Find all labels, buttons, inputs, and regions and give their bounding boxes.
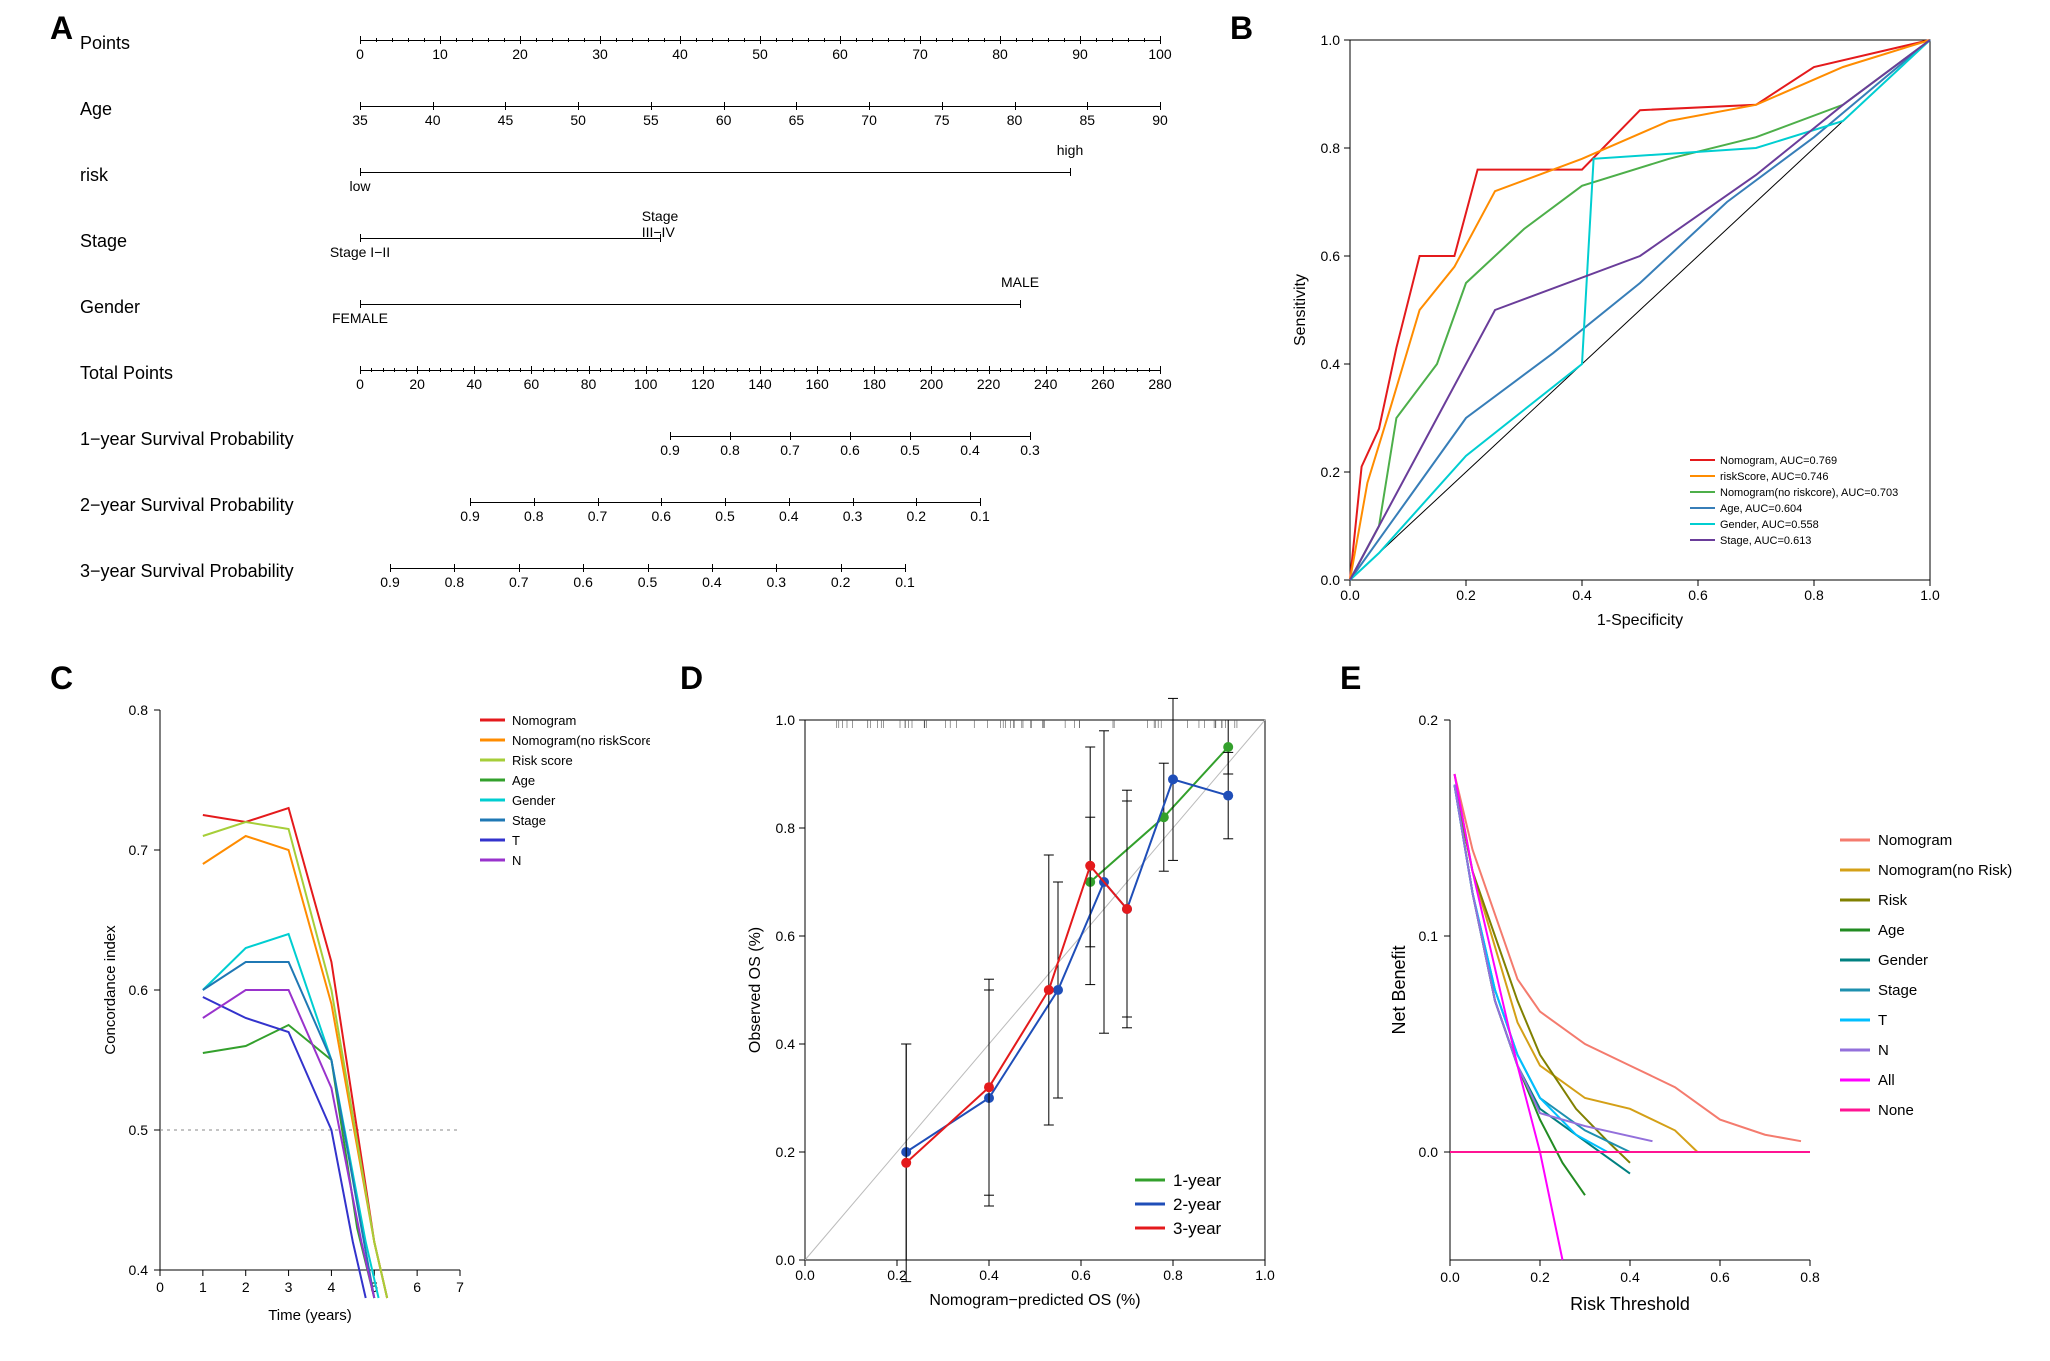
svg-text:0.6: 0.6 xyxy=(776,928,796,944)
svg-text:0.4: 0.4 xyxy=(1572,587,1592,603)
svg-text:0.1: 0.1 xyxy=(1419,928,1439,944)
svg-text:0.0: 0.0 xyxy=(795,1267,815,1283)
roc-chart: 0.0 0.2 0.4 0.6 0.8 1.0 0.0 0.2 0.4 0.6 0.8 1.0 1-Sp… xyxy=(1280,20,1980,640)
svg-text:Risk: Risk xyxy=(1878,892,1908,909)
svg-text:N: N xyxy=(1878,1042,1889,1059)
panel-label-e: E xyxy=(1340,660,1361,697)
nomogram-row-label: Gender xyxy=(80,297,350,318)
panel-label-b: B xyxy=(1230,10,1253,47)
svg-text:Stage: Stage xyxy=(512,813,546,828)
svg-text:0.0: 0.0 xyxy=(1440,1269,1460,1285)
panel-label-a: A xyxy=(50,10,73,47)
svg-text:0.8: 0.8 xyxy=(129,702,149,718)
svg-text:0.4: 0.4 xyxy=(776,1036,796,1052)
svg-text:0.0: 0.0 xyxy=(1321,572,1341,588)
svg-text:Risk score: Risk score xyxy=(512,753,573,768)
svg-text:0.7: 0.7 xyxy=(129,842,149,858)
svg-text:0.8: 0.8 xyxy=(1321,140,1341,156)
svg-text:All: All xyxy=(1878,1072,1895,1089)
svg-text:Age, AUC=0.604: Age, AUC=0.604 xyxy=(1720,503,1802,515)
svg-text:1.0: 1.0 xyxy=(1255,1267,1275,1283)
svg-text:1: 1 xyxy=(199,1279,207,1295)
svg-text:0.2: 0.2 xyxy=(776,1144,796,1160)
svg-text:Gender: Gender xyxy=(512,793,556,808)
svg-text:Gender, AUC=0.558: Gender, AUC=0.558 xyxy=(1720,519,1819,531)
svg-text:0.6: 0.6 xyxy=(1688,587,1708,603)
svg-text:0.8: 0.8 xyxy=(1163,1267,1183,1283)
nomogram-row-label: Age xyxy=(80,99,350,120)
svg-text:0.2: 0.2 xyxy=(1419,712,1439,728)
svg-text:Age: Age xyxy=(1878,922,1905,939)
svg-text:Nomogram(no Risk): Nomogram(no Risk) xyxy=(1878,862,2012,879)
svg-text:Nomogram, AUC=0.769: Nomogram, AUC=0.769 xyxy=(1720,455,1837,467)
svg-text:0.8: 0.8 xyxy=(1800,1269,1820,1285)
svg-text:1.0: 1.0 xyxy=(776,712,796,728)
svg-text:Sensitivity: Sensitivity xyxy=(1292,274,1309,346)
svg-text:Nomogram: Nomogram xyxy=(1878,832,1952,849)
svg-text:N: N xyxy=(512,853,521,868)
svg-text:0.2: 0.2 xyxy=(1321,464,1341,480)
svg-text:0.8: 0.8 xyxy=(1804,587,1824,603)
svg-text:4: 4 xyxy=(328,1279,336,1295)
svg-text:1-Specificity: 1-Specificity xyxy=(1597,612,1683,629)
svg-text:2: 2 xyxy=(242,1279,250,1295)
svg-text:0.6: 0.6 xyxy=(1710,1269,1730,1285)
calibration-chart: 0.0 0.2 0.4 0.6 0.8 1.0 0.0 0.2 0.4 0.6 0.8 1.0 Nomo… xyxy=(720,690,1300,1330)
nomogram-row-label: risk xyxy=(80,165,350,186)
svg-text:Stage: Stage xyxy=(1878,982,1917,999)
svg-text:Observed OS (%): Observed OS (%) xyxy=(747,927,764,1053)
svg-text:Nomogram−predicted OS (%): Nomogram−predicted OS (%) xyxy=(929,1292,1140,1309)
svg-text:Gender: Gender xyxy=(1878,952,1928,969)
svg-text:2-year: 2-year xyxy=(1173,1195,1222,1214)
svg-text:0.5: 0.5 xyxy=(129,1122,149,1138)
svg-text:0.8: 0.8 xyxy=(776,820,796,836)
svg-text:0.4: 0.4 xyxy=(129,1262,149,1278)
cindex-chart: 012345670.40.50.60.70.8Time (years)Conco… xyxy=(90,690,650,1330)
svg-text:Stage, AUC=0.613: Stage, AUC=0.613 xyxy=(1720,535,1811,547)
svg-text:0.2: 0.2 xyxy=(887,1267,907,1283)
nomogram-row-label: 1−year Survival Probability xyxy=(80,429,350,450)
svg-text:Nomogram: Nomogram xyxy=(512,713,576,728)
svg-text:0.0: 0.0 xyxy=(1340,587,1360,603)
svg-text:0.0: 0.0 xyxy=(776,1252,796,1268)
svg-text:1-year: 1-year xyxy=(1173,1171,1222,1190)
svg-text:Net Benefit: Net Benefit xyxy=(1389,945,1409,1034)
svg-text:0.6: 0.6 xyxy=(1071,1267,1091,1283)
nomogram-row-label: Stage xyxy=(80,231,350,252)
svg-text:Nomogram(no riskcore), AUC=0.7: Nomogram(no riskcore), AUC=0.703 xyxy=(1720,487,1898,499)
svg-text:1.0: 1.0 xyxy=(1321,32,1341,48)
nomogram-row-label: Points xyxy=(80,33,350,54)
svg-text:T: T xyxy=(512,833,520,848)
dca-chart: 0.0 0.2 0.4 0.6 0.8 0.0 0.1 0.2 Risk Threshold Ne… xyxy=(1380,690,2020,1330)
svg-text:None: None xyxy=(1878,1102,1914,1119)
nomogram-row-label: 3−year Survival Probability xyxy=(80,561,350,582)
svg-text:0.6: 0.6 xyxy=(1321,248,1341,264)
nomogram-chart: Points0102030405060708090100Age354045505… xyxy=(80,20,1180,640)
svg-text:0.0: 0.0 xyxy=(1419,1144,1439,1160)
svg-text:riskScore, AUC=0.746: riskScore, AUC=0.746 xyxy=(1720,471,1829,483)
svg-text:0.2: 0.2 xyxy=(1456,587,1476,603)
svg-text:0.6: 0.6 xyxy=(129,982,149,998)
svg-text:Concordance index: Concordance index xyxy=(102,925,119,1055)
svg-text:Time (years): Time (years) xyxy=(268,1307,352,1324)
nomogram-row-label: Total Points xyxy=(80,363,350,384)
svg-text:0.2: 0.2 xyxy=(1530,1269,1550,1285)
svg-text:Risk Threshold: Risk Threshold xyxy=(1570,1294,1690,1314)
svg-text:0.4: 0.4 xyxy=(979,1267,999,1283)
svg-text:0: 0 xyxy=(156,1279,164,1295)
svg-text:0.4: 0.4 xyxy=(1321,356,1341,372)
panel-label-d: D xyxy=(680,660,703,697)
svg-text:1.0: 1.0 xyxy=(1920,587,1940,603)
svg-text:Nomogram(no riskScore): Nomogram(no riskScore) xyxy=(512,733,650,748)
svg-text:Age: Age xyxy=(512,773,535,788)
svg-text:T: T xyxy=(1878,1012,1887,1029)
svg-text:3: 3 xyxy=(285,1279,293,1295)
panel-label-c: C xyxy=(50,660,73,697)
nomogram-row-label: 2−year Survival Probability xyxy=(80,495,350,516)
svg-text:6: 6 xyxy=(413,1279,421,1295)
svg-text:3-year: 3-year xyxy=(1173,1219,1222,1238)
svg-text:0.4: 0.4 xyxy=(1620,1269,1640,1285)
svg-text:7: 7 xyxy=(456,1279,464,1295)
